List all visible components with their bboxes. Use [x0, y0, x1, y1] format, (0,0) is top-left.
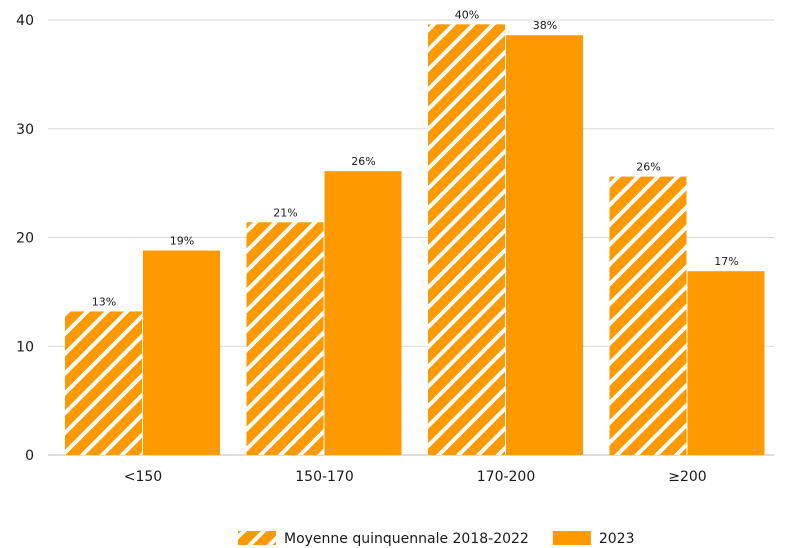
data-label: 17%: [714, 255, 738, 268]
y-axis-ticks: 0 10 20 30 40: [16, 13, 34, 464]
x-axis-categories: <150 150-170 170-200 ≥200: [124, 469, 707, 485]
legend-swatch-2023: [552, 531, 591, 545]
x-category-label: 150-170: [295, 469, 354, 485]
bar-average-2: [428, 24, 505, 455]
y-tick-label: 20: [16, 231, 34, 247]
bar-2023-3: [687, 271, 765, 455]
bar-average-0: [65, 311, 142, 455]
bar-average-1: [246, 222, 324, 455]
y-tick-label: 30: [16, 122, 34, 138]
legend: Moyenne quinquennale 2018-2022 2023: [238, 531, 634, 547]
bars: [65, 24, 765, 455]
x-category-label: <150: [124, 469, 162, 485]
data-labels: 13% 19% 21% 26% 40% 38% 26% 17%: [92, 8, 739, 308]
data-label: 38%: [533, 19, 557, 32]
legend-label-average: Moyenne quinquennale 2018-2022: [284, 531, 529, 547]
legend-label-2023: 2023: [599, 531, 635, 547]
data-label: 19%: [170, 235, 194, 248]
bar-2023-1: [324, 171, 402, 455]
data-label: 40%: [455, 8, 479, 21]
legend-swatch-average: [238, 531, 276, 545]
data-label: 21%: [273, 206, 297, 219]
data-label: 13%: [92, 295, 116, 308]
x-category-label: ≥200: [668, 469, 706, 485]
y-tick-label: 10: [16, 339, 34, 355]
data-label: 26%: [636, 161, 660, 174]
x-category-label: 170-200: [477, 469, 536, 485]
bar-2023-2: [506, 35, 583, 455]
y-tick-label: 0: [25, 448, 34, 464]
y-tick-label: 40: [16, 13, 34, 29]
data-label: 26%: [351, 155, 375, 168]
bar-2023-0: [143, 250, 220, 455]
bar-average-3: [609, 176, 687, 455]
